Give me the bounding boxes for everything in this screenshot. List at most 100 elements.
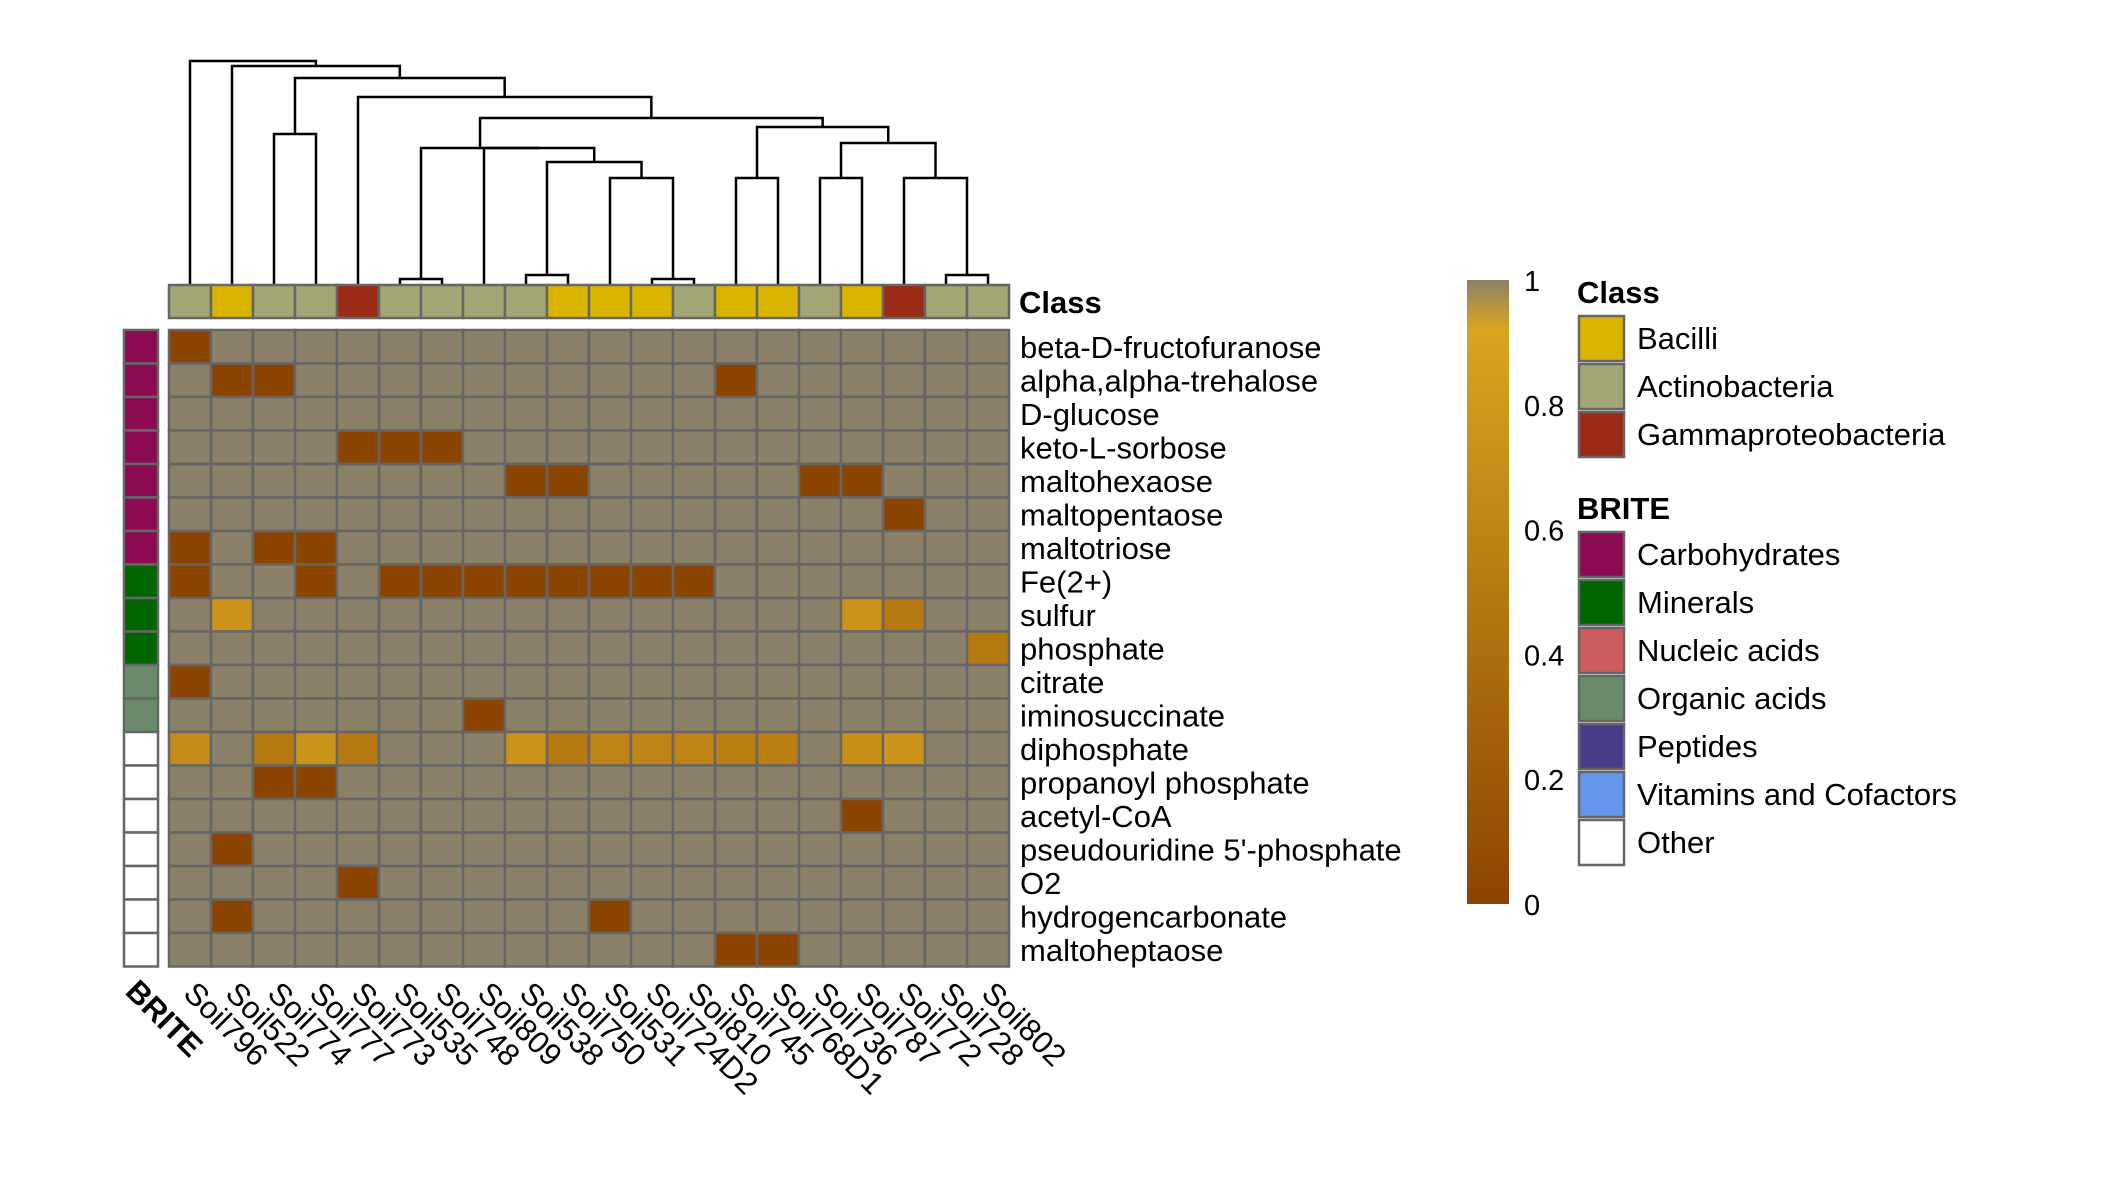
heatmap-cell	[419, 462, 465, 499]
heatmap-cell	[797, 898, 843, 935]
heatmap-cell	[713, 362, 759, 399]
heatmap-cell	[671, 797, 717, 834]
heatmap-cell	[755, 864, 801, 901]
heatmap-cell	[419, 931, 465, 968]
heatmap-cell	[923, 764, 969, 801]
dendrogram-link	[608, 176, 675, 285]
heatmap-cell	[545, 663, 591, 700]
heatmap-cell	[335, 797, 381, 834]
heatmap-cell	[629, 663, 675, 700]
heatmap-cell	[629, 797, 675, 834]
heatmap-cell	[209, 764, 255, 801]
heatmap-cell	[545, 730, 591, 767]
heatmap-cell	[293, 529, 339, 566]
heatmap-cell	[965, 764, 1011, 801]
heatmap-cell	[965, 429, 1011, 466]
row-labels: beta-D-fructofuranosealpha,alpha-trehalo…	[1020, 330, 1402, 968]
heatmap-cell	[167, 630, 213, 667]
legend-swatch	[1577, 770, 1626, 819]
heatmap-cell	[671, 831, 717, 868]
heatmap-cell	[503, 663, 549, 700]
heatmap-cell	[839, 563, 885, 600]
heatmap-cell	[335, 563, 381, 600]
heatmap-cell	[419, 596, 465, 633]
heatmap-cell	[293, 931, 339, 968]
color-scale-tick: 0.4	[1524, 640, 1564, 672]
row-label: beta-D-fructofuranose	[1020, 330, 1322, 365]
color-scale-tick: 0.2	[1524, 765, 1564, 797]
heatmap-cell	[881, 898, 927, 935]
heatmap-cell	[419, 797, 465, 834]
heatmap-cell	[881, 362, 927, 399]
brite-annotation-cell	[122, 395, 160, 432]
heatmap-cell	[755, 630, 801, 667]
heatmap-cell	[839, 898, 885, 935]
heatmap-cell	[167, 864, 213, 901]
class-annotation-bar	[167, 283, 1011, 320]
heatmap-cell	[377, 496, 423, 533]
heatmap-cell	[167, 496, 213, 533]
class-annotation-cell	[713, 283, 759, 320]
heatmap-cell	[923, 429, 969, 466]
heatmap-cell	[377, 797, 423, 834]
heatmap-cell	[839, 462, 885, 499]
heatmap-cell	[881, 697, 927, 734]
heatmap-cell	[797, 630, 843, 667]
heatmap-cell	[293, 730, 339, 767]
heatmap-cell	[419, 529, 465, 566]
heatmap-cell	[587, 764, 633, 801]
heatmap-cell	[881, 864, 927, 901]
dendrogram-link	[478, 116, 824, 148]
heatmap-cell	[965, 395, 1011, 432]
legend-label: Actinobacteria	[1637, 369, 1834, 404]
heatmap-cell	[209, 563, 255, 600]
legend-label: Organic acids	[1637, 681, 1827, 716]
dendrogram-link	[839, 141, 937, 178]
heatmap-cell	[293, 831, 339, 868]
heatmap-cell	[461, 797, 507, 834]
heatmap-cell	[923, 462, 969, 499]
row-label: citrate	[1020, 665, 1104, 700]
heatmap-cell	[461, 529, 507, 566]
heatmap-cell	[461, 697, 507, 734]
heatmap-cell	[377, 931, 423, 968]
heatmap-cell	[713, 898, 759, 935]
heatmap-cell	[377, 764, 423, 801]
heatmap-cell	[419, 496, 465, 533]
heatmap-cell	[671, 697, 717, 734]
heatmap-cell	[251, 362, 297, 399]
color-scale-tick: 0.8	[1524, 391, 1564, 423]
heatmap-cell	[377, 697, 423, 734]
heatmap-cell	[419, 429, 465, 466]
color-scale-tick: 1	[1524, 266, 1540, 298]
heatmap-cell	[503, 864, 549, 901]
heatmap-cell	[293, 764, 339, 801]
heatmap-cell	[461, 328, 507, 365]
heatmap-cell	[293, 362, 339, 399]
heatmap-cell	[587, 596, 633, 633]
heatmap-cell	[755, 596, 801, 633]
heatmap-cell	[629, 462, 675, 499]
dendrogram-link	[944, 273, 990, 285]
heatmap-cell	[503, 496, 549, 533]
class-annotation-cell	[755, 283, 801, 320]
heatmap-cell	[209, 429, 255, 466]
heatmap-cell	[755, 395, 801, 432]
heatmap-cell	[671, 462, 717, 499]
row-label: acetyl-CoA	[1020, 799, 1172, 834]
heatmap-cell	[713, 328, 759, 365]
heatmap-cell	[209, 831, 255, 868]
heatmap-cell	[587, 496, 633, 533]
heatmap-cell	[839, 496, 885, 533]
heatmap-cell	[755, 764, 801, 801]
brite-annotation-cell	[122, 496, 160, 533]
heatmap-cell	[965, 462, 1011, 499]
heatmap-cell	[251, 663, 297, 700]
legend-label: Gammaproteobacteria	[1637, 417, 1946, 452]
heatmap-cell	[671, 362, 717, 399]
class-annotation-cell	[881, 283, 927, 320]
row-label: D-glucose	[1020, 397, 1160, 432]
heatmap-cell	[461, 563, 507, 600]
heatmap-cell	[965, 697, 1011, 734]
